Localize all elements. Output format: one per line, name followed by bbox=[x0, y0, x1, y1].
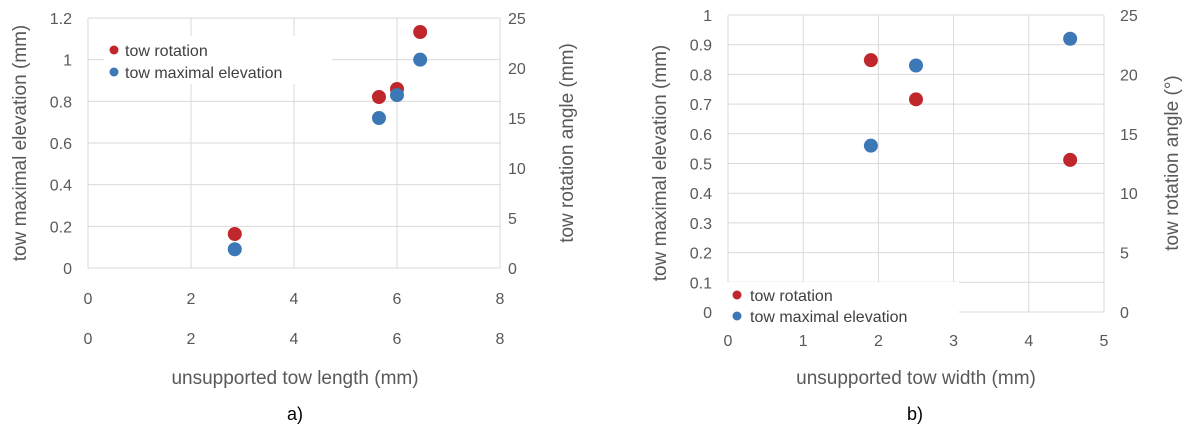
chart-a-x-tick-label: 2 bbox=[187, 291, 196, 308]
chart-b-y-tick-label: 0.6 bbox=[690, 127, 712, 144]
chart-a-x-tick-label: 8 bbox=[496, 291, 505, 308]
chart-a-y2-tick-label: 10 bbox=[508, 161, 526, 178]
chart-a-y2-tick-label: 25 bbox=[508, 11, 526, 28]
chart-b-x-tick-label: 0 bbox=[724, 333, 733, 350]
chart-b-point-tow-rotation bbox=[1063, 152, 1078, 167]
chart-b-y2-tick-label: 0 bbox=[1120, 305, 1129, 322]
chart-a-y-tick-label: 0 bbox=[63, 261, 72, 278]
chart-b-legend-label-tow-maximal-elevation: tow maximal elevation bbox=[750, 309, 907, 326]
chart-a-y-tick-label: 0.4 bbox=[50, 178, 72, 195]
chart-a-x-tick-label: 4 bbox=[290, 291, 299, 308]
chart-a-point-tow-maximal-elevation bbox=[371, 111, 386, 125]
chart-b-y-tick-label: 0.7 bbox=[690, 97, 712, 114]
chart-a-legend bbox=[104, 36, 332, 84]
chart-a-y2-axis-title: tow rotation angle (mm) bbox=[557, 43, 578, 243]
chart-a-x-tick-label: 0 bbox=[84, 291, 93, 308]
chart-b-point-tow-maximal-elevation bbox=[909, 58, 923, 73]
chart-b-x-tick-label: 4 bbox=[1024, 333, 1033, 350]
chart-a-y-tick-label: 0.8 bbox=[50, 94, 72, 111]
chart-a-x-axis-title: unsupported tow length (mm) bbox=[171, 368, 418, 389]
chart-b-y2-tick-label: 5 bbox=[1120, 246, 1129, 263]
chart-b-point-tow-maximal-elevation bbox=[1063, 31, 1078, 46]
chart-b-y-tick-label: 0.5 bbox=[690, 157, 712, 174]
chart-a-x-tick-label-ghost: 4 bbox=[290, 331, 299, 348]
chart-a-y-tick-label: 1 bbox=[63, 53, 72, 70]
chart-a-legend-label-tow-maximal-elevation: tow maximal elevation bbox=[125, 65, 282, 82]
chart-a-legend-label-tow-rotation: tow rotation bbox=[125, 43, 208, 60]
chart-b-x-tick-label: 2 bbox=[874, 333, 883, 350]
chart-a-point-tow-rotation bbox=[227, 227, 242, 241]
chart-a-legend-marker-tow-maximal-elevation bbox=[109, 67, 119, 77]
chart-a-legend-marker-tow-rotation bbox=[109, 45, 119, 55]
chart-a-point-tow-maximal-elevation bbox=[413, 52, 428, 67]
chart-b-y-tick-label: 0.2 bbox=[690, 246, 712, 263]
chart-b-y2-axis-title: tow rotation angle (°) bbox=[1162, 75, 1183, 251]
chart-b-legend-label-tow-rotation: tow rotation bbox=[750, 288, 833, 305]
chart-b-x-tick-label: 5 bbox=[1100, 333, 1109, 350]
chart-a-y-tick-label: 0.6 bbox=[50, 136, 72, 153]
chart-b-x-tick-label: 3 bbox=[949, 333, 958, 350]
chart-b-point-tow-maximal-elevation bbox=[863, 138, 878, 153]
chart-a-point-tow-rotation bbox=[371, 90, 386, 104]
chart-a: 0 2 4 6 80 2 4 6 800.20.40.60.811.20510152025uns… bbox=[10, 11, 578, 424]
chart-b-point-tow-rotation bbox=[863, 53, 878, 68]
chart-b-y-tick-label: 0 bbox=[703, 305, 712, 322]
chart-b-caption: b) bbox=[907, 404, 923, 424]
chart-a-y-tick-label: 1.2 bbox=[50, 11, 72, 28]
chart-b-y2-tick-label: 15 bbox=[1120, 127, 1138, 144]
chart-a-x-tick-label: 6 bbox=[393, 291, 402, 308]
chart-b-y-tick-label: 1 bbox=[703, 8, 712, 25]
chart-a-x-tick-label-ghost: 8 bbox=[496, 331, 505, 348]
chart-b-y-tick-label: 0.3 bbox=[690, 216, 712, 233]
chart-b-x-tick-label: 1 bbox=[799, 333, 808, 350]
chart-a-x-tick-label-ghost: 2 bbox=[187, 331, 196, 348]
chart-a-y2-tick-label: 5 bbox=[508, 211, 517, 228]
chart-a-point-tow-maximal-elevation bbox=[227, 242, 242, 257]
chart-b-legend bbox=[721, 282, 959, 328]
chart-a-x-tick-label-ghost: 6 bbox=[393, 331, 402, 348]
chart-a-y2-tick-label: 0 bbox=[508, 261, 517, 278]
chart-b-legend-marker-tow-rotation bbox=[732, 290, 742, 300]
chart-b: 0 1 2 3 4 500.10.20.30.40.50.60.70.80.9105101… bbox=[650, 8, 1183, 424]
chart-a-y-tick-label: 0.2 bbox=[50, 219, 72, 236]
chart-b-y-tick-label: 0.8 bbox=[690, 67, 712, 84]
chart-b-point-tow-rotation bbox=[909, 92, 923, 107]
chart-a-y-axis-title: tow maximal elevation (mm) bbox=[10, 25, 31, 262]
chart-a-y2-tick-label: 15 bbox=[508, 111, 526, 128]
chart-a-caption: a) bbox=[287, 404, 303, 424]
chart-a-point-tow-rotation bbox=[413, 25, 428, 39]
chart-a-y2-tick-label: 20 bbox=[508, 61, 526, 78]
chart-b-x-axis-title: unsupported tow width (mm) bbox=[796, 368, 1036, 389]
chart-b-y2-tick-label: 20 bbox=[1120, 67, 1138, 84]
chart-b-legend-marker-tow-maximal-elevation bbox=[732, 311, 742, 321]
chart-b-y-tick-label: 0.1 bbox=[690, 275, 712, 292]
chart-b-y-axis-title: tow maximal elevation (mm) bbox=[650, 45, 671, 282]
chart-b-y2-tick-label: 10 bbox=[1120, 186, 1138, 203]
chart-a-x-tick-label-ghost: 0 bbox=[84, 331, 93, 348]
chart-b-y2-tick-label: 25 bbox=[1120, 8, 1138, 25]
chart-b-y-tick-label: 0.9 bbox=[690, 38, 712, 55]
chart-a-point-tow-maximal-elevation bbox=[390, 88, 404, 103]
chart-b-y-tick-label: 0.4 bbox=[690, 186, 712, 203]
